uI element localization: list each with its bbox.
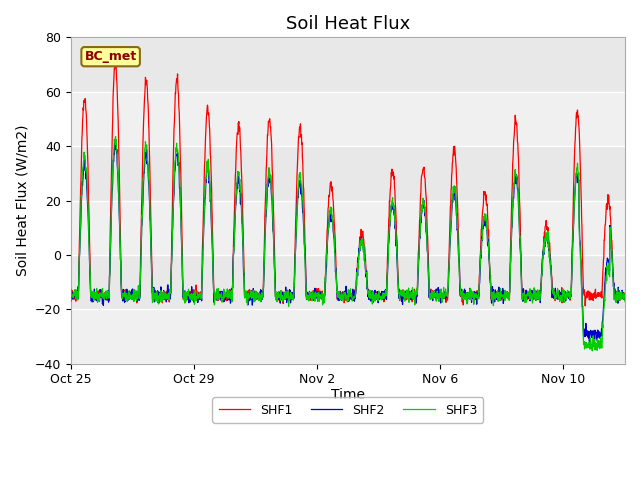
SHF3 <box>314 293 322 299</box>
Legend: SHF1, SHF2, SHF3: SHF1, SHF2, SHF3 <box>212 397 483 423</box>
SHF1 <box>100 293 108 299</box>
Title: Soil Heat Flux: Soil Heat Flux <box>285 15 410 33</box>
SHF3 <box>112 133 120 139</box>
SHF3 <box>305 298 313 304</box>
SHF3 <box>588 348 596 354</box>
SHF1 <box>621 297 629 302</box>
Line: SHF2: SHF2 <box>70 143 625 341</box>
SHF2 <box>100 302 108 308</box>
Bar <box>70 309 625 364</box>
SHF1 <box>111 60 119 66</box>
X-axis label: Time: Time <box>331 388 365 402</box>
SHF2 <box>545 248 553 253</box>
SHF3 <box>545 244 553 250</box>
SHF2 <box>314 289 322 295</box>
SHF3 <box>621 299 629 304</box>
SHF3 <box>67 298 74 303</box>
SHF1 <box>545 238 553 244</box>
SHF1 <box>362 265 370 271</box>
SHF1 <box>305 294 313 300</box>
Bar <box>70 92 625 146</box>
SHF2 <box>111 140 119 145</box>
SHF2 <box>67 299 74 304</box>
SHF1 <box>424 229 431 235</box>
SHF1 <box>581 303 589 309</box>
Text: BC_met: BC_met <box>84 50 137 63</box>
Line: SHF3: SHF3 <box>70 136 625 351</box>
Y-axis label: Soil Heat Flux (W/m2): Soil Heat Flux (W/m2) <box>15 125 29 276</box>
SHF2 <box>424 249 431 254</box>
SHF2 <box>586 338 593 344</box>
SHF2 <box>362 274 370 280</box>
SHF3 <box>362 271 370 276</box>
Bar <box>70 201 625 255</box>
SHF3 <box>424 245 431 251</box>
SHF1 <box>67 293 74 299</box>
SHF2 <box>621 293 629 299</box>
SHF2 <box>305 292 313 298</box>
SHF3 <box>100 292 108 298</box>
SHF1 <box>314 299 322 304</box>
Line: SHF1: SHF1 <box>70 63 625 306</box>
